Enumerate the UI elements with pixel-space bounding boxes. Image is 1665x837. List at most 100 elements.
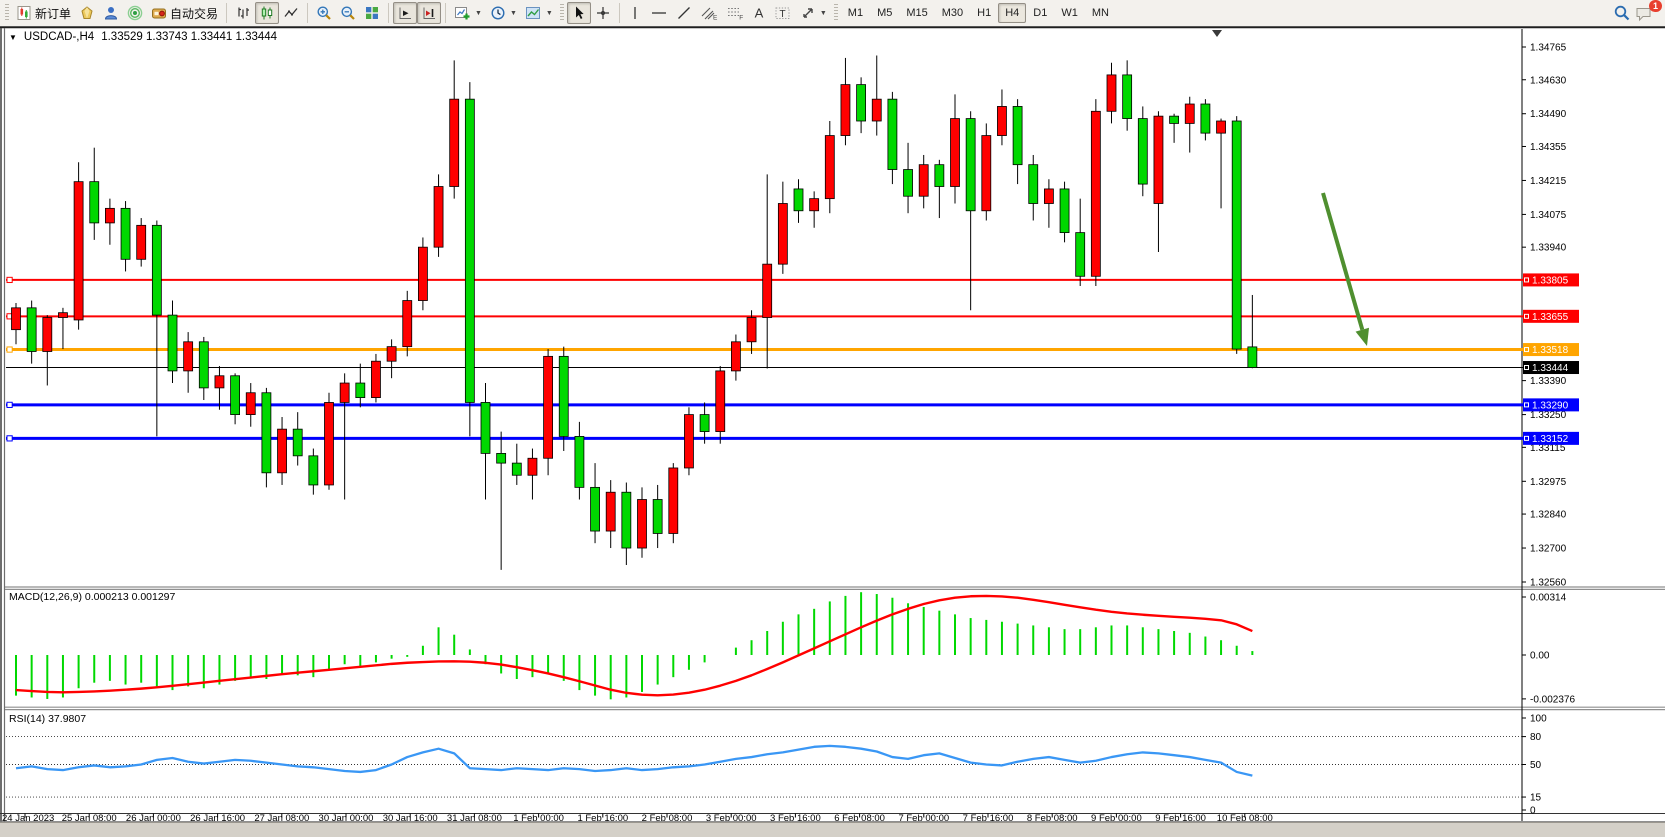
bar-chart-button[interactable]	[231, 2, 255, 24]
line-handle[interactable]	[6, 346, 13, 353]
svg-text:80: 80	[1530, 732, 1542, 743]
dropdown-caret: ▼	[509, 9, 517, 17]
trendline-button[interactable]	[672, 2, 696, 24]
candlestick-chart-button[interactable]	[255, 2, 280, 24]
equidistant-channel-button[interactable]: E	[696, 2, 722, 24]
vertical-line-button[interactable]	[624, 2, 646, 24]
vertical-line-icon	[634, 7, 636, 19]
zoom-out-button[interactable]	[336, 2, 360, 24]
arrow-annotation-head[interactable]	[1355, 327, 1370, 346]
dropdown-caret: ▼	[545, 9, 553, 17]
candle-body	[58, 312, 68, 318]
zoom-in-button[interactable]	[312, 2, 336, 24]
market-watch-button[interactable]	[99, 2, 123, 24]
timeframe-w1-button[interactable]: W1	[1054, 3, 1085, 23]
signals-button[interactable]	[123, 2, 147, 24]
candle-body	[480, 402, 491, 454]
trendline-icon	[677, 7, 690, 19]
candle-body	[324, 402, 334, 486]
equidistant-channel-icon: E	[701, 7, 718, 21]
horizontal-line-button[interactable]	[646, 2, 672, 24]
line-chart-button[interactable]	[279, 2, 303, 24]
chart-profile-button[interactable]: ▼	[521, 2, 557, 24]
fibonacci-button[interactable]: F	[722, 2, 748, 24]
chart-canvas[interactable]: 1.34765 1.34630 1.34490 1.34355 1.34215 1.340…	[0, 26, 1665, 822]
rsi-pane: 100 80 50 15 0	[6, 714, 1547, 817]
svg-text:3 Feb 00:00: 3 Feb 00:00	[706, 813, 757, 822]
svg-text:15: 15	[1530, 793, 1542, 804]
new-order-button[interactable]: 新订单	[12, 2, 75, 24]
line-handle[interactable]	[6, 401, 13, 408]
timeframe-m15-button[interactable]: M15	[899, 3, 934, 23]
candle-body	[198, 341, 209, 389]
timeframe-h4-button[interactable]: H4	[998, 3, 1027, 23]
timeframe-m30-button[interactable]: M30	[935, 3, 970, 23]
svg-text:9 Feb 00:00: 9 Feb 00:00	[1091, 813, 1142, 822]
timeframe-mn-button[interactable]: MN	[1085, 3, 1116, 23]
candle-body	[1247, 346, 1258, 368]
period-clock-button[interactable]: ▼	[486, 2, 521, 24]
candle-body	[1153, 115, 1164, 204]
candle-body	[496, 453, 507, 464]
line-handle[interactable]	[6, 435, 13, 442]
svg-text:26 Jan 16:00: 26 Jan 16:00	[190, 813, 245, 822]
candle-body	[871, 98, 882, 122]
auto-trading-button[interactable]: 自动交易	[147, 2, 222, 24]
new-chart-button[interactable]: ▼	[450, 2, 486, 24]
timeframe-d1-button[interactable]: D1	[1026, 3, 1054, 23]
candlestick-chart-icon	[261, 6, 273, 20]
line-handle[interactable]	[6, 276, 13, 284]
chat-button[interactable]: 1	[1635, 0, 1662, 22]
candle-body	[699, 414, 710, 432]
candle-body	[1012, 106, 1023, 166]
crosshair-button[interactable]	[591, 2, 615, 24]
candle-body	[89, 181, 100, 224]
svg-text:1.33940: 1.33940	[1530, 243, 1567, 254]
svg-text:0.00314: 0.00314	[1530, 593, 1567, 604]
text-button[interactable]: A	[748, 2, 770, 24]
svg-text:1.34355: 1.34355	[1530, 142, 1567, 153]
timeframe-h1-button[interactable]: H1	[970, 3, 998, 23]
price-axis: 1.34765 1.34630 1.34490 1.34355 1.34215 1.340…	[1522, 43, 1579, 589]
auto-scroll-icon	[399, 7, 412, 19]
svg-text:1.34630: 1.34630	[1530, 75, 1567, 86]
timeframe-m1-button[interactable]: M1	[841, 3, 870, 23]
candle-body	[1028, 164, 1039, 204]
candle-body	[433, 186, 444, 248]
candle-body	[856, 84, 866, 122]
svg-text:1.34765: 1.34765	[1530, 43, 1567, 54]
text-label-button[interactable]: T	[770, 2, 796, 24]
auto-scroll-button[interactable]	[393, 2, 418, 24]
candle-body	[715, 370, 726, 432]
arrow-annotation[interactable]	[1321, 192, 1365, 331]
tile-windows-button[interactable]	[360, 2, 384, 24]
svg-text:1.33805: 1.33805	[1532, 275, 1569, 286]
cursor-button[interactable]	[566, 2, 591, 24]
svg-text:0.00: 0.00	[1530, 651, 1550, 662]
timeframe-m5-button[interactable]: M5	[870, 3, 899, 23]
svg-text:1.33290: 1.33290	[1532, 400, 1569, 411]
svg-text:26 Jan 00:00: 26 Jan 00:00	[126, 813, 181, 822]
candle-body	[731, 341, 741, 372]
candle-body	[11, 307, 21, 331]
candle-body	[386, 346, 397, 362]
svg-text:F: F	[739, 15, 743, 22]
candle-body	[543, 355, 553, 459]
candle-body	[605, 491, 616, 532]
svg-text:30 Jan 16:00: 30 Jan 16:00	[383, 813, 438, 822]
macd-pane: 0.00314 0.00 -0.002376	[15, 592, 1575, 705]
search-button[interactable]	[1609, 2, 1635, 24]
crosshair-icon	[596, 7, 609, 19]
toolbar-separator	[445, 3, 447, 23]
new-order-label: 新订单	[35, 6, 72, 21]
shapes-button[interactable]: ▼	[796, 2, 831, 24]
candle-body	[1090, 110, 1101, 277]
chart-shift-button[interactable]	[417, 2, 442, 24]
candle-body	[965, 118, 976, 212]
candle-body	[746, 317, 757, 343]
search-icon	[1614, 5, 1630, 21]
styler-button[interactable]	[75, 2, 99, 24]
candle-body	[292, 428, 303, 457]
candle-body	[511, 462, 522, 476]
chart-shift-marker[interactable]	[1212, 30, 1222, 37]
